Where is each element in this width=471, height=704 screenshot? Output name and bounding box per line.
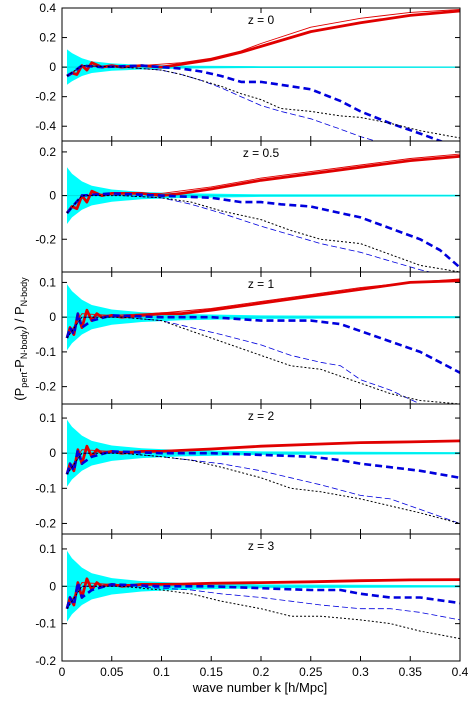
panel-4-ytick-label: 0	[49, 446, 56, 460]
panel-1-series-blue-thick	[66, 64, 444, 141]
x-tick-label: 0.05	[100, 665, 124, 679]
panel-3-series-red-thin	[66, 278, 460, 339]
panel-5-series-blue-thin	[66, 585, 460, 621]
y-axis-label-close: ) / P	[12, 306, 27, 330]
x-tick-label: 0	[59, 665, 66, 679]
panel-3-series-blue-thin	[66, 316, 421, 404]
panel-5-ytick-label: -0.2	[35, 654, 56, 668]
y-axis-label-main: (P	[12, 388, 27, 401]
panel-1-ytick-label: -0.2	[35, 90, 56, 104]
panel-3-series-blue-thick	[65, 312, 460, 374]
panel-4-series-blue-thin	[66, 452, 460, 524]
panel-5-series-black-dotted	[66, 585, 460, 640]
x-tick-label: 0.35	[399, 665, 423, 679]
panel-3: -0.2 -0.1 0 0.1 z = 1	[35, 271, 461, 405]
panel-1-ytick-label: -0.4	[35, 119, 56, 133]
panel-5: -0.2 -0.1 0 0.1 0 0.05 0.1 0.15 0.2 0.25 0.3 0.35 0.…	[35, 533, 469, 679]
panel-3-ytick-label: -0.2	[35, 380, 56, 394]
panel-3-ytick-label: 0.1	[39, 275, 56, 289]
panel-5-redshift-label: z = 3	[248, 539, 275, 553]
panel-5-plot-area	[62, 550, 460, 640]
panel-1-ytick-label: 0.4	[39, 1, 56, 15]
panel-3-series-black-dotted	[66, 316, 460, 404]
panel-4-ytick-label: -0.2	[35, 516, 56, 530]
y-axis-label-mid: -P	[12, 359, 27, 372]
panel-5-series-red-thin	[66, 579, 460, 609]
panel-4-series-black-dotted	[66, 452, 460, 524]
panel-3-plot-area	[62, 278, 460, 404]
panel-1-series-black-dotted	[66, 65, 460, 139]
x-tick-label: 0.3	[352, 665, 369, 679]
panel-2-ytick-label: -0.2	[35, 232, 56, 246]
panel-4-ytick-label: -0.1	[35, 481, 56, 495]
panel-2-ytick-label: 0	[49, 189, 56, 203]
panel-4-series-red-thin	[66, 440, 460, 475]
panels-group: -0.4-0.200.20.4z = 0-0.200.2 z = 0.5-0.2-…	[35, 1, 468, 679]
y-axis-label-sub2: N-body	[19, 330, 29, 360]
x-tick-label: 0.4	[452, 665, 469, 679]
panel-1-redshift-label: z = 0	[248, 13, 275, 27]
panel-1-plot-area	[62, 9, 460, 141]
panel-4-ytick-label: 0.1	[39, 411, 56, 425]
panel-4-series-blue-thick	[65, 448, 460, 480]
panel-2-series-red-thick	[65, 154, 460, 214]
panel-3-ytick-label: -0.1	[35, 345, 56, 359]
panel-2-ytick-label: 0.2	[39, 145, 56, 159]
panel-2-plot-area	[62, 153, 460, 272]
panel-2: -0.2 0 0.2 z = 0.5	[35, 140, 461, 273]
panel-3-frame	[61, 271, 461, 405]
panel-1-series-blue-thin	[66, 65, 377, 141]
panel-5-ytick-label: -0.1	[35, 617, 56, 631]
x-tick-label: 0.15	[200, 665, 224, 679]
panel-4-plot-area	[62, 419, 460, 524]
x-tick-label: 0.2	[253, 665, 270, 679]
panel-3-redshift-label: z = 1	[248, 277, 275, 291]
panel-1-ytick-label: 0	[49, 60, 56, 74]
panel-1-frame	[61, 7, 461, 142]
y-axis-label-sub3: N-body	[19, 277, 29, 307]
panel-1-ytick-label: 0.2	[39, 31, 56, 45]
panel-2-series-black-dotted	[66, 195, 460, 272]
panel-5-ytick-label: 0.1	[39, 542, 56, 556]
panel-3-ytick-label: 0	[49, 310, 56, 324]
x-tick-label: 0.1	[153, 665, 170, 679]
y-axis-label: (Ppert-PN-body) / PN-body	[12, 277, 29, 401]
panel-5-ytick-label: 0	[49, 579, 56, 593]
panel-2-series-blue-thick	[66, 192, 460, 269]
y-axis-label-sub1: pert	[19, 372, 29, 388]
x-axis-label: wave number k [h/Mpc]	[192, 680, 327, 695]
panel-2-series-blue-thin	[66, 195, 433, 272]
panel-2-redshift-label: z = 0.5	[243, 146, 280, 160]
panel-5-series-blue-thick	[65, 581, 460, 610]
panel-4: -0.2 -0.1 0 0.1 z = 2	[35, 403, 461, 535]
x-tick-label: 0.25	[299, 665, 323, 679]
panel-4-redshift-label: z = 2	[248, 409, 275, 423]
panel-1: -0.4 -0.2 0 0.2 0.4 z = 0	[35, 1, 461, 142]
